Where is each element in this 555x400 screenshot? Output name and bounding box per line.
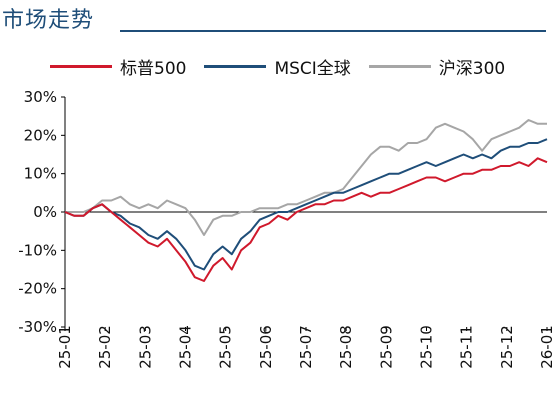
legend-label-sp500: 标普500 xyxy=(120,58,187,79)
x-tick-label: 25-03 xyxy=(136,325,154,369)
x-tick-label: 26-01 xyxy=(538,325,555,369)
x-tick-label: 25-11 xyxy=(458,325,476,369)
x-tick-label: 25-02 xyxy=(96,325,114,369)
legend-label-msci: MSCI全球 xyxy=(274,58,351,79)
legend-label-csi300: 沪深300 xyxy=(438,58,506,79)
series-line-2 xyxy=(65,119,547,236)
x-tick-label: 25-05 xyxy=(217,325,235,369)
legend-swatch-sp500 xyxy=(50,64,112,68)
chart-legend: 标普500 MSCI全球 沪深300 xyxy=(50,54,506,79)
x-tick-label: 25-01 xyxy=(56,325,74,369)
legend-item-sp500: 标普500 xyxy=(50,54,186,79)
x-tick-label: 25-04 xyxy=(177,325,195,369)
series-line-0 xyxy=(64,157,548,282)
x-tick-label: 25-12 xyxy=(498,325,516,369)
title-underline xyxy=(120,30,546,32)
legend-item-csi300: 沪深300 xyxy=(368,54,506,79)
legend-swatch-csi300 xyxy=(368,64,431,68)
y-tick-label: 10% xyxy=(24,165,57,183)
legend-item-msci: MSCI全球 xyxy=(204,54,351,79)
y-tick-label: -30% xyxy=(18,318,57,336)
y-tick-label: 20% xyxy=(24,126,57,144)
x-tick-label: 25-07 xyxy=(297,325,315,369)
x-tick-label: 25-08 xyxy=(337,325,355,369)
page-title: 市场走势 xyxy=(2,8,95,33)
y-tick-label: -20% xyxy=(18,280,57,298)
x-tick-label: 25-06 xyxy=(257,325,275,369)
y-tick-label: 30% xyxy=(24,88,57,106)
x-tick-label: 25-09 xyxy=(377,325,395,369)
x-tick-label: 25-10 xyxy=(418,325,436,369)
y-tick-label: 0% xyxy=(33,203,57,221)
legend-swatch-msci xyxy=(204,64,267,68)
y-tick-label: -10% xyxy=(18,241,57,259)
series-line-1 xyxy=(64,138,548,271)
